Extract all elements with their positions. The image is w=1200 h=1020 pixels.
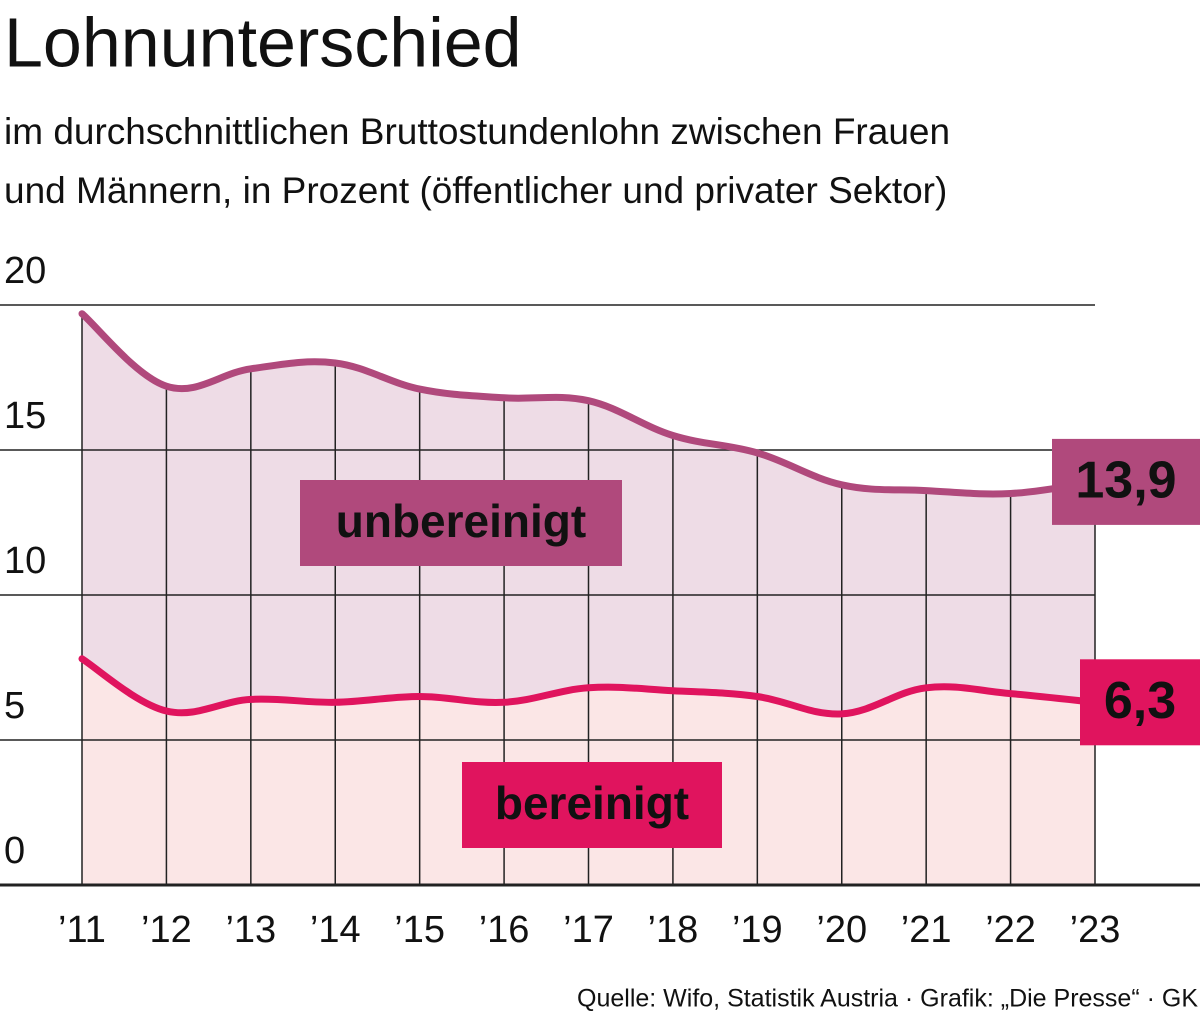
x-tick-label: ’14 xyxy=(310,909,361,951)
value-label-box xyxy=(1080,659,1200,746)
y-tick-label: 20 xyxy=(4,250,46,292)
chart-title: Lohnunterschied xyxy=(4,3,522,81)
y-tick-label: 15 xyxy=(4,395,46,437)
line xyxy=(78,310,1099,498)
x-tick-label: ’23 xyxy=(1070,909,1121,951)
value-label-box xyxy=(1052,438,1200,525)
legend-label: unbereinigt xyxy=(336,495,586,547)
subtitle: im durchschnittlichen Bruttostundenlohn … xyxy=(4,111,950,152)
value-label: 6,3 xyxy=(1104,672,1176,730)
x-tick-label: ’20 xyxy=(816,909,867,951)
y-tick-label: 5 xyxy=(4,685,25,727)
x-tick-label: ’21 xyxy=(901,909,952,951)
x-tick-label: ’15 xyxy=(394,909,445,951)
x-tick-label: ’16 xyxy=(479,909,530,951)
source: Quelle: Wifo, Statistik Austria · Grafik… xyxy=(577,985,1198,1013)
x-tick-label: ’12 xyxy=(141,909,192,951)
x-tick-label: ’18 xyxy=(648,909,699,951)
x-tick-label: ’13 xyxy=(225,909,276,951)
legend-box xyxy=(462,762,722,848)
x-tick-label: ’11 xyxy=(58,909,106,951)
y-tick-label: 10 xyxy=(4,540,46,582)
subtitle: und Männern, in Prozent (öffentlicher un… xyxy=(4,170,947,211)
value-label: 13,9 xyxy=(1075,452,1176,510)
x-tick-label: ’22 xyxy=(985,909,1036,951)
legend-label: bereinigt xyxy=(495,777,689,829)
x-tick-label: ’19 xyxy=(732,909,783,951)
x-tick-label: ’17 xyxy=(563,909,614,951)
y-tick-label: 0 xyxy=(4,830,25,872)
legend-box xyxy=(300,480,622,566)
line xyxy=(78,655,1099,718)
